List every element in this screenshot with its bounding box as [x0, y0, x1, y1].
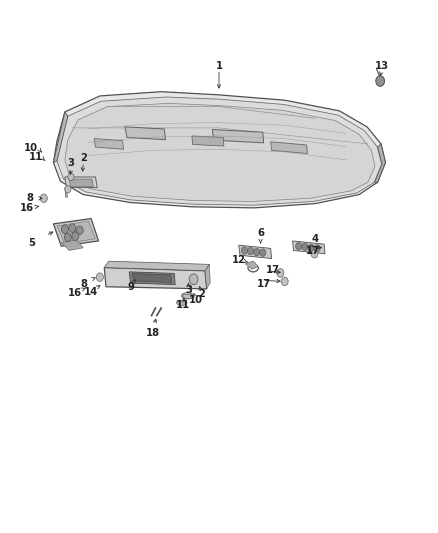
Circle shape — [376, 76, 385, 86]
Text: 14: 14 — [84, 287, 98, 297]
Circle shape — [76, 226, 83, 235]
Polygon shape — [61, 240, 83, 251]
Circle shape — [241, 247, 247, 254]
Text: 13: 13 — [375, 61, 389, 71]
Circle shape — [96, 273, 103, 281]
Circle shape — [260, 249, 266, 256]
Circle shape — [247, 247, 254, 255]
Polygon shape — [104, 261, 209, 271]
Text: 17: 17 — [306, 246, 320, 255]
Text: 11: 11 — [29, 152, 43, 162]
Circle shape — [311, 249, 318, 258]
Circle shape — [68, 173, 74, 181]
Text: 17: 17 — [257, 279, 271, 288]
Text: 3: 3 — [67, 158, 74, 167]
Text: 2: 2 — [198, 289, 205, 299]
Circle shape — [302, 243, 308, 251]
Polygon shape — [94, 139, 124, 149]
Circle shape — [61, 225, 68, 233]
Text: 10: 10 — [24, 143, 38, 153]
Polygon shape — [65, 188, 67, 197]
Text: 16: 16 — [20, 203, 34, 213]
Circle shape — [69, 224, 76, 232]
Polygon shape — [53, 219, 99, 246]
Polygon shape — [245, 261, 258, 269]
Polygon shape — [239, 245, 272, 259]
Text: 6: 6 — [257, 229, 264, 238]
Text: 17: 17 — [265, 265, 279, 274]
Circle shape — [277, 269, 284, 277]
Polygon shape — [53, 92, 385, 208]
Text: 9: 9 — [127, 282, 134, 292]
Text: 11: 11 — [176, 300, 190, 310]
Circle shape — [308, 244, 314, 252]
Polygon shape — [65, 103, 375, 201]
Text: 2: 2 — [80, 153, 87, 163]
Text: 8: 8 — [81, 279, 88, 288]
Text: 10: 10 — [189, 295, 203, 304]
Polygon shape — [192, 136, 224, 146]
Circle shape — [65, 185, 71, 193]
Text: 18: 18 — [145, 328, 159, 338]
Text: 4: 4 — [312, 234, 319, 244]
Polygon shape — [293, 241, 325, 254]
Text: 8: 8 — [26, 193, 33, 203]
Ellipse shape — [177, 300, 187, 305]
Polygon shape — [125, 127, 166, 140]
Polygon shape — [205, 264, 210, 289]
Polygon shape — [132, 273, 172, 282]
Polygon shape — [57, 221, 95, 244]
Text: 3: 3 — [186, 286, 193, 295]
Text: 1: 1 — [215, 61, 223, 71]
Text: 5: 5 — [28, 238, 35, 247]
Polygon shape — [374, 144, 385, 182]
Polygon shape — [57, 97, 382, 205]
Polygon shape — [69, 179, 93, 187]
Text: 12: 12 — [232, 255, 246, 265]
Circle shape — [40, 194, 47, 203]
Circle shape — [72, 232, 79, 240]
Circle shape — [296, 243, 302, 250]
Ellipse shape — [181, 293, 194, 299]
Circle shape — [254, 248, 260, 256]
Polygon shape — [65, 177, 97, 188]
Polygon shape — [271, 142, 307, 154]
Text: 16: 16 — [68, 288, 82, 298]
Circle shape — [64, 233, 71, 241]
Polygon shape — [53, 112, 68, 163]
Polygon shape — [129, 272, 175, 285]
Circle shape — [189, 274, 198, 285]
Circle shape — [281, 277, 288, 286]
Polygon shape — [212, 130, 264, 143]
Polygon shape — [183, 294, 192, 298]
Polygon shape — [104, 268, 207, 289]
Circle shape — [314, 245, 320, 252]
